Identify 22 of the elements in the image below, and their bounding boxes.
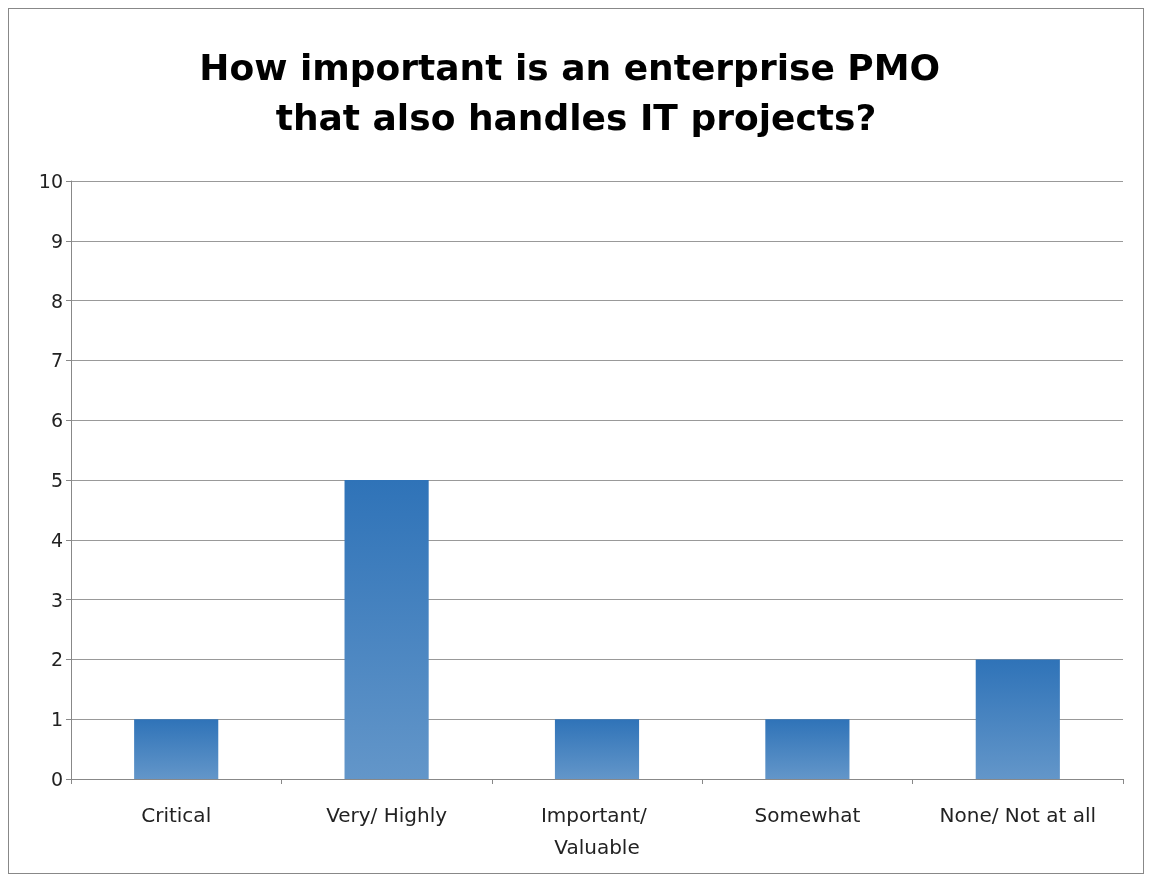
bar (975, 659, 1060, 779)
bar (765, 719, 850, 779)
x-tick-label: Important/ Valuable (540, 803, 654, 859)
y-tick-label: 2 (50, 648, 63, 671)
y-tick-label: 4 (50, 528, 63, 551)
x-tick-label: None/ Not at all (939, 803, 1097, 827)
y-tick-label: 0 (50, 768, 63, 790)
y-tick-label: 3 (50, 588, 63, 611)
bar (554, 719, 640, 779)
y-tick-label: 8 (50, 289, 63, 312)
x-tick-label: Somewhat (754, 803, 861, 827)
y-tick-label: 9 (50, 229, 63, 252)
x-tick-label: Very/ Highly (326, 803, 448, 827)
y-tick-label: 7 (50, 349, 63, 372)
y-tick-label: 5 (50, 469, 63, 491)
chart-title: How important is an enterprise PMO that also handles IT projects? (199, 46, 953, 138)
bar (134, 719, 219, 779)
y-tick-label: 10 (38, 170, 63, 192)
bar (344, 480, 429, 779)
y-tick-label: 1 (50, 708, 63, 731)
y-tick-label: 6 (50, 409, 63, 432)
x-tick-label: Critical (141, 803, 212, 827)
